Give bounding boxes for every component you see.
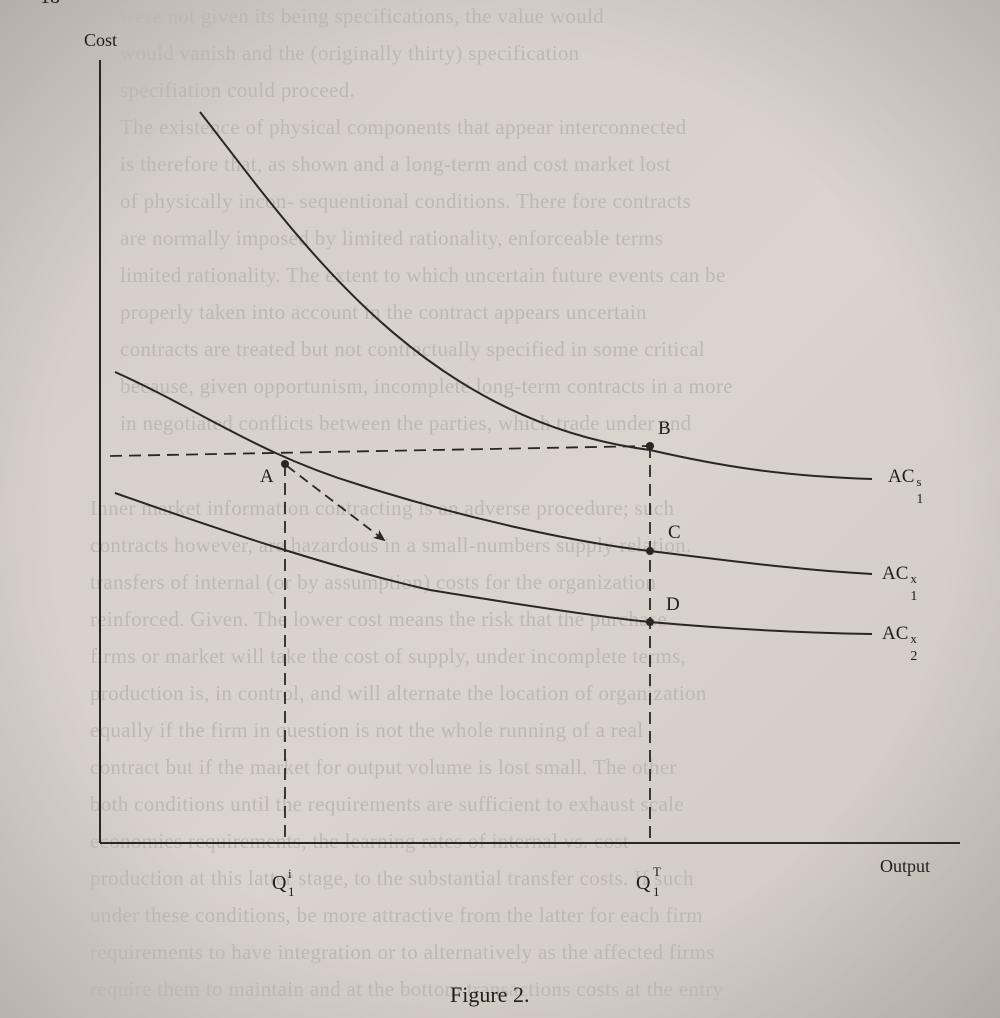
background-text-line: because, given opportunism, incomplete l… [120, 374, 733, 398]
curve-ac1x-sub: 1 [910, 589, 918, 604]
dashed-arrow [286, 465, 386, 542]
q1t-label: Q T 1 [636, 864, 661, 899]
point-d-dot [646, 618, 654, 626]
background-text-line: of physically incon- sequentional condit… [120, 189, 692, 213]
background-text-line: contracts however, are hazardous in a sm… [90, 533, 692, 557]
background-text-line: properly taken into account in the contr… [120, 300, 647, 324]
curve-ac2x [114, 492, 873, 635]
background-text-line: would vanish and the (originally thirty)… [120, 41, 580, 65]
q1i-label: Q i 1 [272, 866, 295, 899]
background-text-line: contract but if the market for output vo… [90, 755, 677, 779]
x-axis-label: Output [880, 856, 931, 876]
dashed-cost-line [109, 445, 651, 457]
curve-ac1x-label: AC x 1 [882, 563, 922, 604]
q1t-sub: 1 [653, 884, 660, 899]
curve-ac1x-base: AC [882, 563, 909, 584]
background-text-line: production is, in control, and will alte… [90, 681, 707, 705]
curve-ac2x-sup: x [910, 631, 917, 646]
q1t-base: Q [636, 872, 651, 894]
background-text-line: specifiation could proceed. [120, 78, 355, 102]
background-text-line: under these conditions, be more attracti… [90, 903, 703, 927]
background-text-line: is therefore that, as shown and a long-t… [120, 152, 672, 176]
curve-ac1x-sup: x [910, 571, 917, 586]
curve-ac1s-sup: s [916, 474, 922, 489]
background-text-line: firms or market will take the cost of su… [90, 644, 687, 668]
background-text-line: economies requirements, the learning rat… [90, 829, 630, 853]
curve-ac1s [199, 111, 873, 480]
point-a-label: A [260, 466, 274, 487]
curve-ac2x-base: AC [882, 623, 909, 644]
background-text-line: transfers of internal (or by assumption)… [90, 570, 657, 594]
curve-ac2x-label: AC x 2 [882, 623, 922, 664]
background-text-line: The existence of physical components tha… [120, 115, 687, 139]
background-text-top: were not given its being specifications,… [120, 0, 980, 442]
q1i-sub: 1 [288, 884, 295, 899]
q1i-sup: i [288, 866, 292, 881]
curve-ac1s-sub: 1 [916, 492, 924, 507]
background-text-line: requirements to have integration or to a… [90, 940, 715, 964]
background-text-line: limited rationality. The extent to which… [120, 263, 726, 287]
background-text-line: are normally imposed by limited rational… [120, 226, 664, 250]
background-text-line: both conditions until the requirements a… [90, 792, 684, 816]
q1t-sup: T [653, 864, 661, 879]
background-text-line: require them to maintain and at the bott… [90, 977, 724, 1001]
curve-ac1s-base: AC [888, 466, 915, 487]
point-b-dot [646, 442, 654, 450]
background-text-line: production at this latter stage, to the … [90, 866, 694, 890]
point-c-dot [646, 547, 654, 555]
background-text-line: equally if the firm in question is not t… [90, 718, 644, 742]
figure-caption: Figure 2. [450, 982, 530, 1007]
page-number: 18 [40, 0, 60, 9]
curve-ac1x [114, 371, 873, 575]
background-text-line: were not given its being specifications,… [120, 4, 604, 28]
curve-ac1s-label: AC s 1 [888, 466, 928, 507]
point-a-dot [281, 460, 289, 468]
q1i-base: Q [272, 872, 287, 894]
point-c-label: C [668, 522, 681, 543]
y-axis-label: Cost [84, 30, 118, 50]
point-d-label: D [666, 594, 680, 615]
curve-ac2x-sub: 2 [910, 649, 918, 664]
point-b-label: B [658, 418, 671, 439]
background-text-line: Inner market information contracting is … [90, 496, 675, 520]
background-text-bottom: Inner market information contracting is … [90, 490, 990, 1008]
